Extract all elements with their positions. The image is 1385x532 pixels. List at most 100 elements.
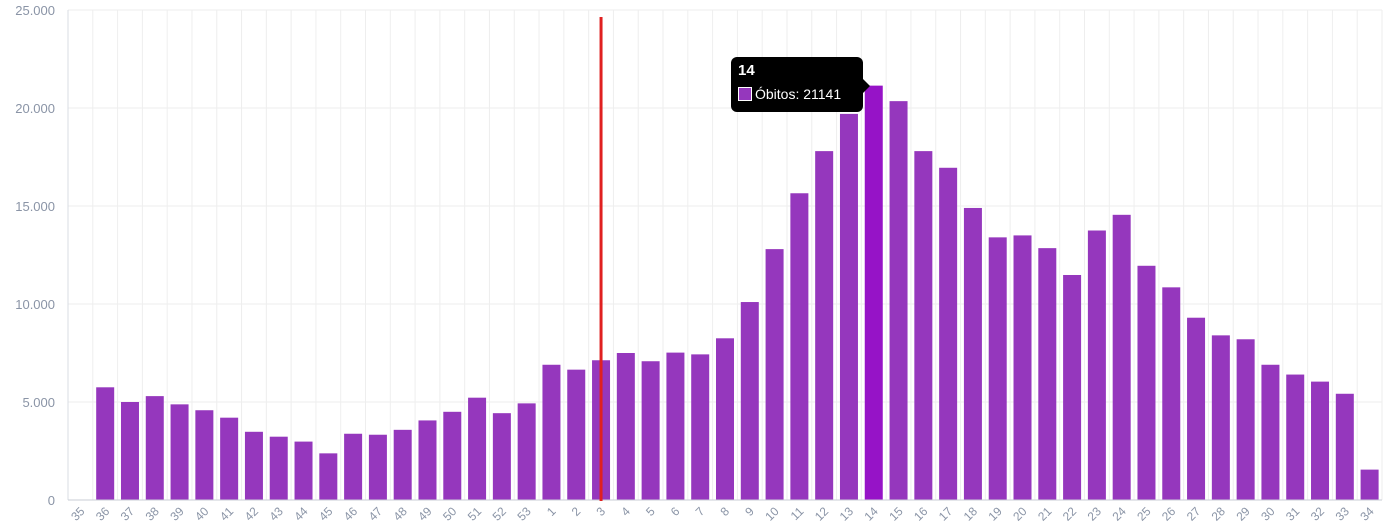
bar [1063,274,1082,500]
bar [1187,317,1206,500]
x-tick-label: 21 [1035,504,1055,524]
y-axis: 0 5.000 10.000 15.000 20.000 25.000 [15,3,69,508]
x-tick-label: 14 [862,504,882,524]
x-tick-label: 52 [490,504,510,524]
x-tick-label: 12 [812,504,832,524]
bar [195,410,214,500]
bar [319,453,338,500]
x-tick-label: 37 [118,504,138,524]
bar [641,361,660,500]
bar [542,364,561,500]
x-tick-label: 2 [569,504,584,519]
bar [170,404,189,500]
bar [145,396,164,500]
x-tick-label: 33 [1333,504,1353,524]
x-tick-label: 17 [936,504,956,524]
x-tick-label: 11 [788,504,807,523]
bar [1360,469,1379,500]
x-tick-label: 18 [961,504,981,524]
x-tick-label: 9 [742,504,757,519]
bar [716,338,734,500]
x-tick-label: 35 [68,504,88,524]
x-tick-label: 49 [415,504,435,524]
x-tick-label: 34 [1357,504,1377,524]
bar [220,417,239,500]
bar [740,302,759,500]
x-tick-label: 45 [316,504,336,524]
bar [96,387,115,500]
x-tick-label: 44 [291,504,311,524]
x-tick-label: 38 [143,504,163,524]
bar [492,413,511,500]
chart-tooltip: 14 Óbitos: 21141 [731,57,870,112]
bar [1311,381,1330,500]
x-tick-label: 8 [717,504,732,519]
x-tick-label: 3 [594,504,609,519]
x-tick-label: 51 [465,504,485,524]
bar [1335,393,1354,500]
y-tick-label: 10.000 [15,297,55,312]
x-tick-label: 42 [242,504,262,524]
bar [889,101,908,500]
bar [864,85,883,500]
x-tick-label: 4 [618,504,633,519]
bar [815,151,834,500]
x-tick-label: 28 [1209,504,1229,524]
bar [393,429,412,500]
x-tick-label: 41 [217,504,237,524]
x-tick-label: 13 [837,504,857,524]
bar [691,354,710,500]
x-tick-label: 10 [762,504,782,524]
y-tick-label: 20.000 [15,101,55,116]
bar [443,411,462,500]
bar [517,403,536,500]
bar [1261,364,1280,500]
x-tick-label: 46 [341,504,361,524]
x-tick-label: 50 [440,504,460,524]
y-tick-label: 0 [48,493,55,508]
bar [244,431,263,500]
y-tick-label: 5.000 [22,395,55,410]
x-tick-label: 19 [985,504,1005,524]
bar [963,207,982,500]
bar [120,402,139,500]
x-tick-label: 1 [544,504,559,519]
bar [1013,235,1032,500]
x-axis: 35 36 37 38 3 9 40 41 42 43 44 45 46 4 7 48 49 50 51 52 5 3 1 2… [68,499,1382,524]
bar [368,434,387,500]
bar [1137,265,1156,500]
x-tick-label: 40 [192,504,212,524]
tooltip-row: Óbitos: 21141 [738,84,856,104]
bar [988,237,1007,501]
bar [765,249,784,500]
x-tick-label: 20 [1010,504,1030,524]
bar [418,420,437,500]
x-tick-label: 24 [1109,504,1129,524]
bar [344,433,363,500]
tooltip-series-label: Óbitos: 21141 [755,86,842,102]
x-tick-label: 26 [1159,504,1179,524]
x-tick-label: 27 [1184,504,1204,524]
x-tick-label: 36 [93,504,113,524]
bar [1211,335,1230,500]
bar [1286,374,1305,500]
x-tick-label: 7 [693,504,708,519]
y-tick-label: 15.000 [15,199,55,214]
bar [914,151,933,500]
bar [790,193,809,500]
bar [269,436,288,500]
bar [294,441,313,500]
x-tick-label: 22 [1060,504,1080,524]
bar [1087,230,1106,500]
x-tick-label: 30 [1258,504,1278,524]
x-tick-label: 5 [643,504,658,519]
bar [839,113,858,500]
y-tick-label: 25.000 [15,3,55,18]
x-tick-label: 15 [886,504,906,524]
bar [1236,339,1255,500]
bar [468,397,487,500]
x-tick-label: 43 [267,504,287,524]
x-tick-label: 48 [390,504,410,524]
tooltip-swatch [738,87,752,101]
x-tick-label: 31 [1283,504,1303,524]
